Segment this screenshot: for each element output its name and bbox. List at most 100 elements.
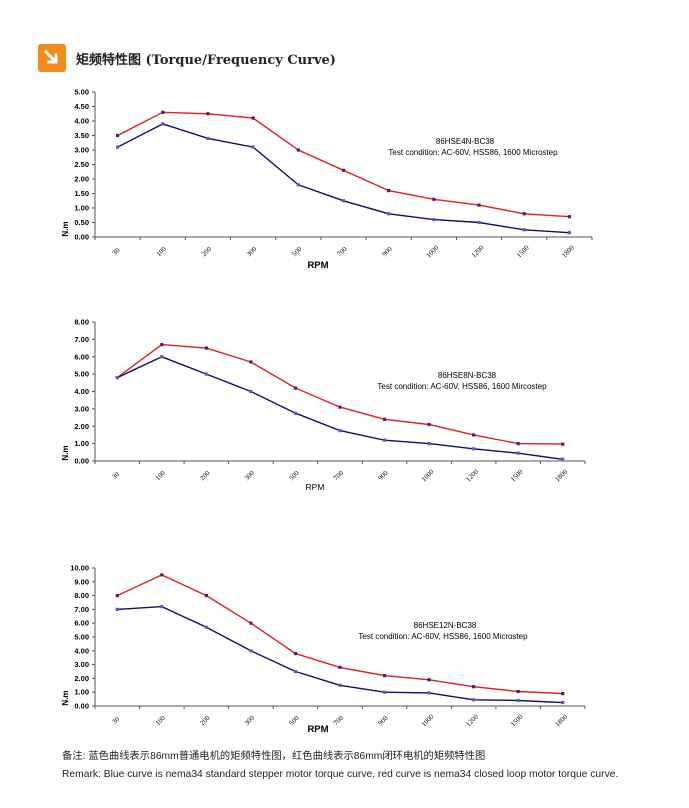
y-tick-label: 1.00 bbox=[74, 688, 89, 697]
y-tick-label: 0.00 bbox=[74, 233, 89, 242]
y-axis-label: N.m bbox=[61, 221, 70, 236]
standard-curve-point bbox=[338, 428, 342, 433]
closed-loop-curve-point bbox=[472, 433, 476, 437]
x-tick-label: 700 bbox=[336, 245, 349, 258]
closed-loop-curve-point bbox=[338, 665, 342, 669]
torque-chart-86hse4n: 0.00 0.50 1.00 1.50 2.00 2.50 3.00 3.50 4.00 4.50… bbox=[61, 88, 593, 268]
x-axis-label: RPM bbox=[307, 724, 328, 735]
standard-curve-point bbox=[249, 389, 253, 394]
y-axis-label: N.m bbox=[61, 445, 70, 460]
standard-curve-point bbox=[387, 212, 391, 216]
x-tick-label: 900 bbox=[377, 469, 390, 482]
x-tick-label: 1200 bbox=[470, 243, 486, 259]
standard-curve-point bbox=[516, 698, 520, 703]
x-tick-label: 200 bbox=[198, 714, 211, 727]
standard-curve-point bbox=[115, 145, 120, 149]
test-condition: Test condition: AC-60V, HSS86, 1600 Mirc… bbox=[377, 382, 547, 391]
x-tick-label: 100 bbox=[154, 714, 167, 727]
y-tick-label: 0.50 bbox=[74, 218, 89, 227]
closed-loop-curve-point bbox=[161, 110, 165, 114]
y-tick-label: 2.00 bbox=[74, 175, 89, 184]
closed-loop-curve-point bbox=[293, 386, 298, 390]
y-tick-label: 2.50 bbox=[74, 160, 89, 169]
standard-curve bbox=[117, 605, 563, 704]
x-axis-label: RPM bbox=[306, 482, 325, 492]
standard-curve-point bbox=[115, 607, 119, 611]
standard-curve-point bbox=[341, 199, 346, 203]
x-tick-label: 30 bbox=[111, 246, 122, 257]
standard-curve-point bbox=[561, 700, 565, 705]
chart-title: 86HSE12N-BC38 bbox=[414, 621, 477, 630]
y-tick-label: 4.00 bbox=[74, 387, 89, 396]
y-tick-label: 3.00 bbox=[74, 660, 89, 669]
remark-cn: 备注: 蓝色曲线表示86mm普通电机的矩频特性图，红色曲线表示86mm闭环电机的… bbox=[62, 751, 486, 762]
y-tick-label: 2.00 bbox=[74, 674, 89, 683]
x-tick-label: 700 bbox=[332, 714, 345, 727]
closed-loop-curve-point bbox=[516, 442, 520, 446]
closed-loop-curve-point bbox=[472, 685, 476, 689]
standard-curve-point bbox=[206, 136, 210, 140]
y-tick-label: 5.00 bbox=[74, 370, 89, 379]
closed-loop-curve-point bbox=[160, 342, 164, 347]
y-tick-label: 3.00 bbox=[74, 146, 89, 155]
standard-curve-point bbox=[338, 683, 342, 687]
x-tick-label: 500 bbox=[290, 245, 303, 258]
standard-curve-point bbox=[382, 690, 387, 694]
closed-loop-curve-point bbox=[477, 203, 481, 207]
x-tick-label: 1800 bbox=[554, 712, 570, 728]
section-header: 矩频特性图 (Torque/Frequency Curve) bbox=[38, 44, 336, 72]
standard-curve-point bbox=[472, 698, 476, 702]
standard-curve-point bbox=[293, 411, 298, 415]
x-tick-label: 300 bbox=[243, 469, 256, 482]
y-tick-label: 3.00 bbox=[74, 404, 89, 413]
x-tick-label: 1500 bbox=[515, 243, 531, 259]
closed-loop-curve-point bbox=[249, 360, 253, 364]
closed-loop-curve-point bbox=[160, 573, 164, 577]
x-tick-label: 900 bbox=[377, 714, 390, 727]
x-tick-label: 100 bbox=[154, 469, 167, 482]
y-tick-label: 5.00 bbox=[74, 633, 89, 642]
chart-title: 86HSE8N-BC38 bbox=[438, 371, 497, 380]
closed-loop-curve-point bbox=[296, 148, 300, 152]
x-tick-label: 1000 bbox=[420, 712, 436, 728]
x-tick-label: 30 bbox=[111, 715, 122, 726]
y-tick-label: 1.00 bbox=[74, 204, 89, 213]
y-tick-label: 0.00 bbox=[74, 702, 89, 711]
standard-curve-point bbox=[427, 442, 431, 446]
x-tick-label: 200 bbox=[198, 469, 211, 482]
y-tick-label: 4.00 bbox=[74, 646, 89, 655]
standard-curve-point bbox=[160, 355, 164, 359]
x-tick-label: 500 bbox=[287, 469, 300, 482]
y-tick-label: 5.00 bbox=[74, 88, 89, 97]
x-tick-label: 200 bbox=[200, 245, 213, 258]
remark-en: Remark: Blue curve is nema34 standard st… bbox=[62, 769, 619, 780]
closed-loop-curve-point bbox=[204, 346, 208, 350]
closed-loop-curve-point bbox=[293, 651, 298, 656]
y-tick-label: 7.00 bbox=[74, 335, 89, 344]
x-tick-label: 1000 bbox=[420, 467, 436, 483]
torque-chart-86hse12n: 0.00 1.00 2.00 3.00 4.00 5.00 6.00 7.00 8.00 9.00… bbox=[61, 564, 586, 735]
chart-title: 86HSE4N-BC38 bbox=[436, 137, 495, 146]
closed-loop-curve-point bbox=[382, 674, 387, 678]
standard-curve-point bbox=[472, 447, 476, 451]
standard-curve-point bbox=[382, 438, 387, 442]
closed-loop-curve-point bbox=[249, 621, 253, 625]
standard-curve-point bbox=[477, 220, 481, 225]
standard-curve-point bbox=[204, 372, 208, 376]
test-condition: Test condition: AC-60V, HSS86, 1600 Micr… bbox=[388, 148, 558, 157]
closed-loop-curve-point bbox=[382, 417, 387, 421]
x-tick-label: 300 bbox=[245, 245, 258, 258]
closed-loop-curve-point bbox=[427, 678, 431, 682]
standard-curve-point bbox=[249, 649, 253, 653]
y-tick-label: 4.00 bbox=[74, 117, 89, 126]
y-tick-label: 8.00 bbox=[74, 318, 89, 327]
standard-curve-point bbox=[115, 376, 119, 380]
closed-loop-curve-point bbox=[251, 116, 255, 120]
x-tick-label: 1200 bbox=[464, 712, 480, 728]
y-tick-label: 4.50 bbox=[74, 102, 89, 111]
remark-notes: 备注: 蓝色曲线表示86mm普通电机的矩频特性图，红色曲线表示86mm闭环电机的… bbox=[62, 748, 618, 784]
closed-loop-curve-point bbox=[206, 112, 210, 116]
page-title: 矩频特性图 (Torque/Frequency Curve) bbox=[76, 52, 336, 68]
test-condition: Test condition: AC-60V, HSS86, 1600 Micr… bbox=[358, 632, 528, 641]
x-tick-label: 1000 bbox=[425, 243, 441, 259]
